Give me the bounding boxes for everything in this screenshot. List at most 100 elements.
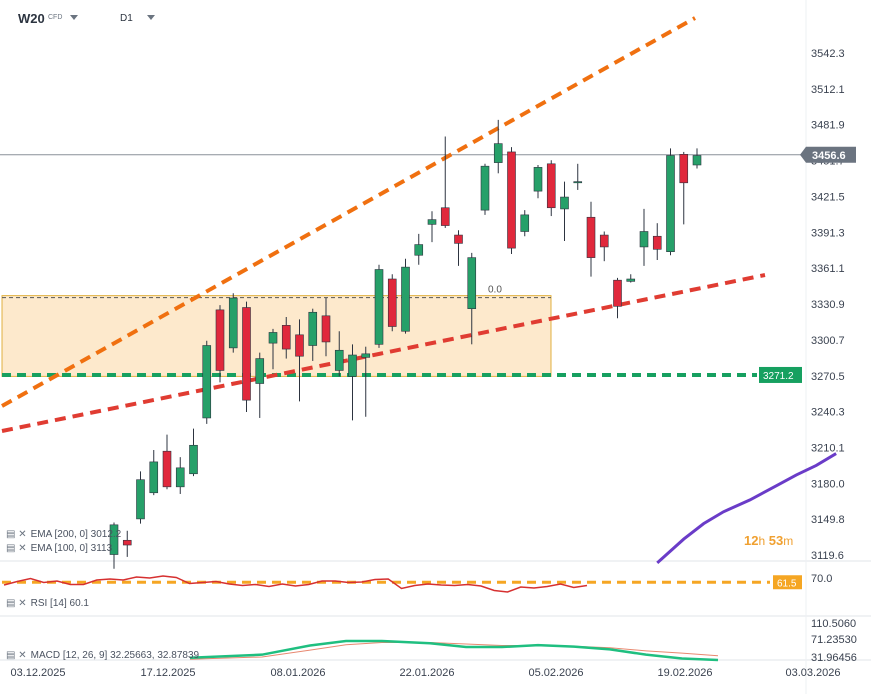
bull-candle[interactable] — [666, 155, 675, 252]
bear-candle[interactable] — [454, 234, 463, 244]
bull-candle[interactable] — [414, 244, 424, 256]
y-tick-label: 3119.6 — [811, 550, 844, 562]
x-tick-label: 22.01.2026 — [399, 667, 454, 679]
bear-candle[interactable] — [122, 539, 132, 546]
timeframe-dropdown-icon[interactable] — [147, 15, 155, 20]
bull-candle[interactable] — [268, 332, 278, 344]
y-tick-label: 3542.3 — [811, 48, 845, 60]
x-tick-label: 17.12.2025 — [140, 667, 195, 679]
rsi-tick-label: 70.0 — [811, 573, 832, 585]
instrument-type: CFD — [48, 14, 63, 21]
indicator-settings-icon[interactable]: ▤ ✕ — [6, 598, 27, 609]
bull-candle[interactable] — [228, 297, 238, 349]
bull-candle[interactable] — [480, 165, 490, 211]
bull-candle[interactable] — [639, 231, 649, 248]
y-tick-label: 3270.5 — [811, 371, 845, 383]
x-tick-label: 05.02.2026 — [528, 667, 583, 679]
zone-label: 0.0 — [488, 285, 502, 296]
x-tick-label: 03.03.2026 — [785, 667, 840, 679]
current-price-label: 3456.6 — [812, 150, 846, 162]
y-tick-label: 3330.9 — [811, 299, 845, 311]
bear-candle[interactable] — [387, 278, 397, 327]
macd-signal-line[interactable] — [189, 641, 719, 660]
bear-candle[interactable] — [613, 279, 622, 307]
bull-candle[interactable] — [692, 155, 702, 166]
bull-candle[interactable] — [361, 353, 371, 358]
macd-line[interactable] — [189, 639, 719, 662]
timer-hours: 12 — [744, 533, 759, 548]
y-tick-label: 3421.5 — [811, 191, 845, 203]
support-price-label: 3271.2 — [763, 371, 794, 382]
bear-candle[interactable] — [652, 235, 662, 250]
ema200-legend[interactable]: ▤ ✕ EMA [200, 0] 3012.2 — [6, 529, 121, 540]
bull-candle[interactable] — [520, 214, 530, 232]
rsi-line[interactable] — [3, 575, 588, 593]
bull-candle[interactable] — [573, 181, 583, 184]
y-tick-label: 3300.7 — [811, 335, 845, 347]
ema100-label: EMA [100, 0] 3113 — [30, 543, 113, 554]
bull-candle[interactable] — [467, 257, 477, 309]
bear-candle[interactable] — [321, 315, 331, 343]
x-tick-label: 19.02.2026 — [657, 667, 712, 679]
bull-candle[interactable] — [149, 461, 159, 494]
ema100-legend[interactable]: ▤ ✕ EMA [100, 0] 3113 — [6, 543, 112, 554]
bull-candle[interactable] — [401, 266, 410, 332]
ema-line[interactable] — [656, 452, 837, 564]
bear-candle[interactable] — [281, 325, 291, 350]
macd-tick-label: 71.23530 — [811, 634, 857, 646]
y-tick-label: 3512.1 — [811, 84, 845, 96]
support-price-tag[interactable] — [759, 366, 802, 383]
bull-candle[interactable] — [626, 278, 636, 282]
bull-candle[interactable] — [136, 479, 145, 520]
macd-label: MACD [12, 26, 9] 32.25663, 32.87839 — [30, 650, 200, 661]
y-tick-label: 3180.0 — [811, 478, 845, 490]
bear-candle[interactable] — [586, 216, 596, 258]
timer-minutes-unit: m — [783, 534, 794, 548]
candle-timer: 12h 53m — [744, 533, 793, 548]
bull-candle[interactable] — [334, 349, 344, 371]
bull-candle[interactable] — [189, 444, 198, 475]
y-tick-label: 3149.8 — [811, 514, 845, 526]
bull-candle[interactable] — [427, 219, 437, 225]
rsi-legend[interactable]: ▤ ✕ RSI [14] 60.1 — [6, 598, 89, 609]
bear-candle[interactable] — [242, 307, 251, 401]
macd-legend[interactable]: ▤ ✕ MACD [12, 26, 9] 32.25663, 32.87839 — [6, 650, 199, 661]
indicator-settings-icon[interactable]: ▤ ✕ — [6, 543, 27, 554]
y-tick-label: 3361.1 — [811, 263, 845, 275]
bear-candle[interactable] — [440, 207, 450, 226]
indicator-settings-icon[interactable]: ▤ ✕ — [6, 529, 27, 540]
bull-candle[interactable] — [560, 196, 569, 210]
symbol-name[interactable]: W20 — [18, 11, 45, 26]
bull-candle[interactable] — [348, 354, 357, 377]
bear-candle[interactable] — [599, 234, 609, 248]
bull-candle[interactable] — [533, 167, 543, 192]
bull-candle[interactable] — [175, 467, 185, 488]
bull-candle[interactable] — [308, 311, 318, 346]
bear-candle[interactable] — [546, 163, 556, 209]
indicator-settings-icon[interactable]: ▤ ✕ — [6, 650, 27, 661]
timeframe-label[interactable]: D1 — [120, 13, 133, 24]
bull-candle[interactable] — [374, 269, 384, 345]
channel-upper-trendline[interactable] — [1, 16, 696, 408]
bull-candle[interactable] — [109, 524, 119, 555]
y-tick-label: 3481.9 — [811, 120, 845, 132]
ema200-label: EMA [200, 0] 3012.2 — [30, 529, 122, 540]
bull-candle[interactable] — [493, 143, 503, 163]
bear-candle[interactable] — [215, 309, 225, 371]
bear-candle[interactable] — [295, 334, 304, 357]
timer-minutes: 53 — [768, 533, 784, 548]
bear-candle[interactable] — [507, 151, 516, 249]
symbol-dropdown-icon[interactable] — [70, 15, 78, 20]
bear-candle[interactable] — [162, 450, 172, 488]
x-tick-label: 03.12.2025 — [10, 667, 65, 679]
bear-candle[interactable] — [679, 154, 689, 184]
current-price-tag[interactable] — [800, 146, 856, 163]
bull-candle[interactable] — [202, 345, 212, 419]
bull-candle[interactable] — [255, 358, 265, 384]
y-tick-label: 3240.3 — [811, 407, 845, 419]
macd-tick-label: 31.96456 — [811, 652, 857, 664]
y-tick-label: 3210.1 — [811, 443, 845, 455]
lower-trendline[interactable] — [1, 273, 766, 433]
